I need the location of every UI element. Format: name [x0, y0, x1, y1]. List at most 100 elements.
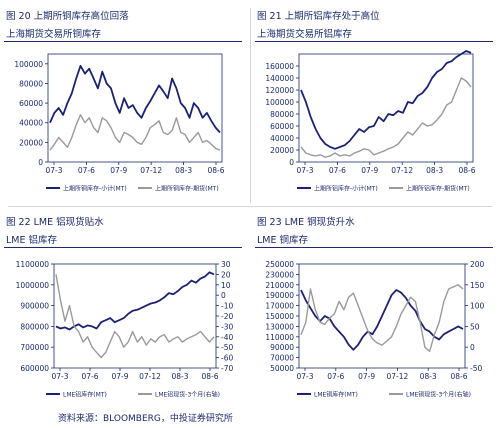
y2-tick-label: -10 [221, 302, 233, 311]
x-tick-label: 08-3 [420, 372, 437, 381]
chart-panel-aluminum-lme: 图 22 LME 铝现货贴水 LME 铝库存 600000 700000 80000… [4, 210, 246, 410]
x-tick-label: 08-6 [450, 372, 467, 381]
legend-label: 上期所铝库存-小计(MT) [314, 185, 378, 193]
series-line-0 [49, 64, 221, 134]
x-tick-label: 07-6 [329, 166, 346, 175]
y-tick-label: 20000 [270, 146, 294, 155]
series-line-1 [49, 114, 221, 151]
x-tick-label: 08-3 [171, 372, 188, 381]
x-tick-label: 07-12 [140, 166, 162, 175]
series-line-1 [300, 77, 472, 158]
y-tick-label: 80000 [19, 79, 43, 88]
y-tick-label: 800000 [20, 322, 49, 331]
y-tick-label: 20000 [19, 138, 43, 147]
plot-frame [53, 263, 217, 369]
chart-panel-copper-lme: 图 23 LME 铜现货升水 LME 铜库存 50000 70000 90000 11… [255, 210, 497, 410]
y2-tick-label: -50 [470, 364, 482, 373]
y2-tick-label: 20 [221, 270, 231, 279]
x-tick-label: 07-6 [327, 372, 344, 381]
y-tick-label: 40000 [19, 119, 43, 128]
y2-tick-label: 150 [470, 281, 485, 290]
x-tick-label: 07-12 [139, 372, 161, 381]
legend-label: 上期所铜库存-期货(MT) [155, 185, 219, 193]
panel-title: 图 22 LME 铝现货贴水 [6, 217, 104, 228]
y-tick-label: 190000 [265, 291, 294, 300]
y-tick-label: 90000 [270, 343, 294, 352]
series-line-1 [300, 284, 464, 353]
y-tick-label: 100000 [14, 60, 43, 69]
y2-tick-label: 30 [221, 260, 231, 269]
y-tick-label: 230000 [265, 270, 294, 279]
y-tick-label: 160000 [265, 62, 294, 71]
panel-subtitle: 上海期货交易所铝库存 [257, 29, 353, 40]
title-rule [4, 41, 242, 42]
x-tick-label: 07-9 [110, 166, 127, 175]
y-tick-label: 100000 [265, 98, 294, 107]
legend-label: 上期所铜库存-小计(MT) [63, 185, 127, 193]
y-tick-label: 900000 [20, 302, 49, 311]
x-tick-label: 07-3 [296, 166, 313, 175]
x-tick-label: 08-3 [175, 166, 192, 175]
x-tick-label: 07-3 [296, 372, 313, 381]
legend-label: LME铝库存(MT) [63, 391, 107, 399]
title-rule [255, 247, 493, 248]
y-tick-label: 0 [289, 158, 294, 167]
y2-tick-label: 50 [470, 322, 480, 331]
copper-shfe-chart: 0 20000 40000 60000 80000 100000 07-3 07-6 07-9 0… [14, 53, 225, 193]
legend-label: LME铜现货-3个月(右轴) [406, 391, 471, 399]
y-tick-label: 0 [38, 158, 43, 167]
y-tick-label: 80000 [270, 110, 294, 119]
title-rule [4, 247, 242, 248]
series-line-0 [55, 271, 215, 331]
title-rule [255, 41, 493, 42]
panel-title: 图 23 LME 铜现货升水 [257, 217, 355, 228]
y2-tick-label: -70 [221, 364, 233, 373]
y2-tick-label: -30 [221, 322, 233, 331]
x-tick-label: 07-9 [361, 166, 378, 175]
y-tick-label: 120000 [265, 86, 294, 95]
plot-frame [298, 53, 474, 163]
series-line-0 [300, 289, 464, 351]
legend-label: 上期所铝库存-期货(MT) [406, 185, 470, 193]
x-tick-label: 08-3 [426, 166, 443, 175]
panel-title: 图 20 上期所铜库存高位回落 [6, 11, 129, 22]
y-tick-label: 700000 [20, 343, 49, 352]
y-tick-label: 170000 [265, 302, 294, 311]
y-tick-label: 60000 [19, 99, 43, 108]
x-tick-label: 07-3 [51, 372, 68, 381]
y2-tick-label: 100 [470, 302, 485, 311]
panel-subtitle: 上海期货交易所铜库存 [6, 29, 102, 40]
y2-tick-label: 0 [470, 343, 475, 352]
horizontal-separator [8, 206, 492, 207]
y2-tick-label: -50 [221, 343, 233, 352]
y2-tick-label: -60 [221, 354, 233, 363]
panel-subtitle: LME 铜库存 [257, 235, 309, 246]
aluminum-shfe-chart: 0 20000 40000 60000 80000 100000 120000 140000 1… [265, 50, 476, 193]
y-tick-label: 210000 [265, 281, 294, 290]
x-tick-label: 07-12 [391, 166, 413, 175]
y2-tick-label: 10 [221, 281, 231, 290]
x-tick-label: 07-9 [358, 372, 375, 381]
x-tick-label: 07-9 [111, 372, 128, 381]
y-tick-label: 250000 [265, 260, 294, 269]
y-tick-label: 1100000 [16, 260, 50, 269]
legend-label: LME铜库存(MT) [314, 391, 358, 399]
vertical-separator [250, 8, 251, 203]
y2-tick-label: 0 [221, 291, 226, 300]
series-line-1 [55, 274, 215, 359]
y-tick-label: 1000000 [16, 281, 50, 290]
y-tick-label: 70000 [270, 354, 294, 363]
panel-title: 图 21 上期所铝库存处于高位 [257, 11, 380, 22]
y-tick-label: 50000 [270, 364, 294, 373]
aluminum-lme-chart: 600000 700000 800000 900000 1000000 1100000 -7… [16, 260, 234, 399]
x-tick-label: 07-6 [81, 372, 98, 381]
y-tick-label: 60000 [270, 122, 294, 131]
y2-tick-label: 200 [470, 260, 485, 269]
y-tick-label: 110000 [265, 333, 294, 342]
plot-frame [47, 53, 223, 163]
x-tick-label: 08-6 [207, 166, 224, 175]
y-tick-label: 150000 [265, 312, 294, 321]
x-tick-label: 08-6 [458, 166, 475, 175]
y-tick-label: 600000 [20, 364, 49, 373]
